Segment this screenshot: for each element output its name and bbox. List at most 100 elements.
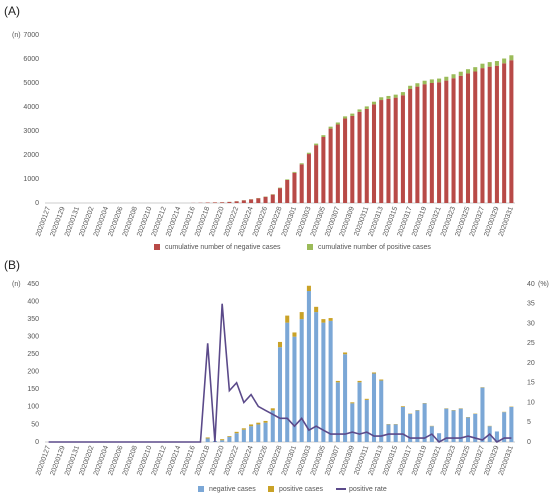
y-tick-label: 450	[27, 281, 39, 288]
y-tick-label: 400	[27, 298, 39, 305]
bar	[480, 64, 484, 68]
bar	[343, 352, 347, 354]
y-tick-label: 100	[27, 404, 39, 411]
bar	[213, 202, 217, 203]
bar	[350, 116, 354, 203]
bar	[509, 55, 513, 60]
bar	[249, 199, 253, 203]
bar	[415, 87, 419, 203]
bar	[444, 81, 448, 203]
legend-swatch	[268, 486, 274, 492]
bar	[386, 99, 390, 203]
legend-label: cumulative number of negative cases	[165, 244, 281, 251]
bar	[502, 59, 506, 64]
y-tick-label: 7000	[23, 32, 39, 39]
bar	[394, 95, 398, 98]
x-tick-label: 20200331	[498, 445, 515, 477]
bar	[372, 102, 376, 105]
bar	[249, 424, 253, 426]
y-tick-label: 4000	[23, 104, 39, 111]
bar	[227, 202, 231, 203]
bar	[314, 144, 318, 146]
y-tick-label: 0	[35, 439, 39, 446]
bar	[220, 439, 224, 440]
y-tick-label: 3000	[23, 128, 39, 135]
bar	[242, 428, 246, 429]
bar	[452, 78, 456, 203]
bar	[285, 179, 289, 180]
bar	[227, 436, 231, 437]
bar	[343, 116, 347, 118]
bar	[394, 98, 398, 203]
bar	[307, 154, 311, 203]
bar	[379, 380, 383, 381]
bar	[343, 354, 347, 442]
y-tick-label: 150	[27, 386, 39, 393]
bar	[415, 83, 419, 86]
bar	[358, 112, 362, 203]
bar	[444, 77, 448, 81]
bar	[444, 409, 448, 442]
bar	[466, 69, 470, 73]
bar	[314, 312, 318, 442]
bar	[459, 76, 463, 203]
bar	[365, 399, 369, 400]
bar	[256, 198, 260, 203]
y2-tick-label: 15	[527, 380, 535, 387]
bar	[488, 62, 492, 67]
bar	[495, 61, 499, 66]
panel-label: (B)	[4, 258, 20, 272]
y2-tick-label: 0	[527, 439, 531, 446]
bar	[466, 73, 470, 203]
bar	[365, 400, 369, 442]
y-tick-label: 250	[27, 351, 39, 358]
bar	[307, 286, 311, 291]
bar	[264, 423, 268, 442]
bar	[314, 307, 318, 312]
bar	[285, 316, 289, 323]
bar	[379, 100, 383, 203]
bar	[430, 83, 434, 203]
bar	[336, 122, 340, 124]
legend-swatch	[198, 486, 204, 492]
y-tick-label: 50	[31, 421, 39, 428]
bar	[430, 79, 434, 83]
y2-tick-label: 35	[527, 301, 535, 308]
y-tick-label: 6000	[23, 56, 39, 63]
bar	[386, 96, 390, 99]
bar	[437, 82, 441, 203]
bar	[321, 137, 325, 203]
bar	[300, 163, 304, 164]
y2-tick-label: 5	[527, 419, 531, 426]
bar	[509, 60, 513, 203]
bar	[329, 321, 333, 442]
bar	[336, 381, 340, 382]
bar	[321, 319, 325, 323]
bar	[437, 79, 441, 83]
bar	[256, 424, 260, 442]
bar	[365, 109, 369, 203]
bar	[206, 438, 210, 442]
bar	[401, 95, 405, 203]
bar	[314, 145, 318, 203]
bar	[350, 403, 354, 442]
bar	[264, 421, 268, 423]
y-axis-label: (n)	[12, 32, 21, 39]
bar	[336, 125, 340, 203]
y2-tick-label: 20	[527, 360, 535, 367]
bar	[278, 188, 282, 203]
bar	[278, 347, 282, 442]
y-tick-label: 5000	[23, 80, 39, 87]
legend-label: positive cases	[279, 486, 323, 493]
bar	[343, 119, 347, 203]
bar	[235, 433, 239, 442]
legend-label: positive rate	[349, 486, 387, 493]
bar	[372, 372, 376, 373]
bar	[242, 430, 246, 442]
bar	[488, 67, 492, 203]
bar	[329, 129, 333, 203]
bar	[473, 71, 477, 203]
bar	[271, 195, 275, 203]
bar	[401, 92, 405, 95]
x-tick-label: 20200331	[498, 206, 515, 238]
